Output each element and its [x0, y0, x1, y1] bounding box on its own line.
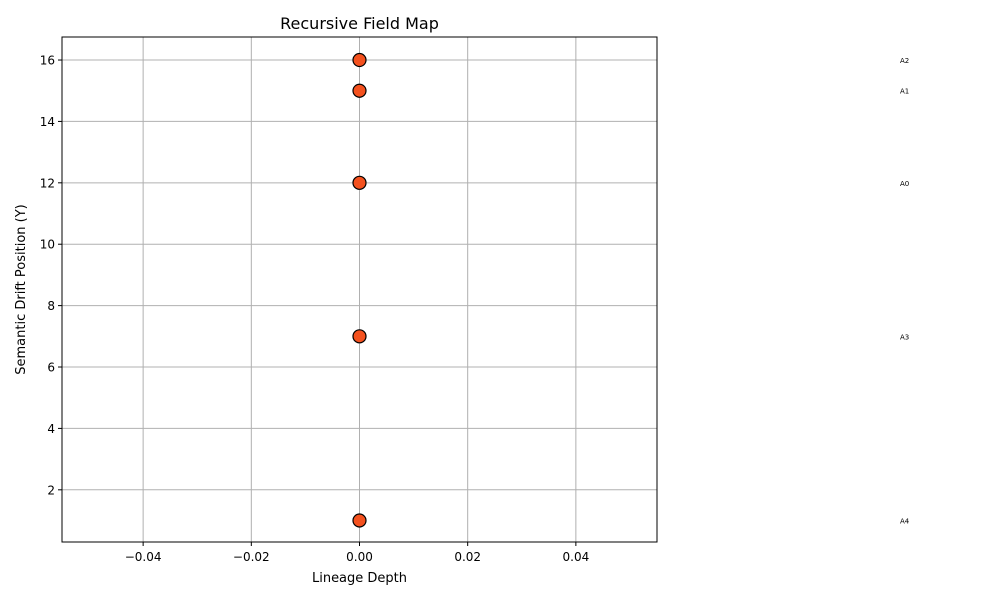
y-tick-label: 10	[40, 238, 55, 252]
data-point	[352, 83, 367, 98]
data-point	[352, 52, 367, 68]
y-axis-label: Semantic Drift Position (Y)	[14, 204, 29, 375]
y-tick-label: 14	[40, 115, 55, 129]
data-point	[352, 175, 367, 190]
x-axis-label: Lineage Depth	[312, 571, 407, 586]
data-points	[352, 52, 367, 528]
x-tick-label: −0.02	[233, 550, 270, 564]
x-tick-label: 0.00	[346, 550, 373, 564]
y-tick-label: 16	[40, 54, 55, 68]
grid-lines	[62, 37, 657, 542]
y-tick-label: 6	[47, 361, 55, 375]
point-annotations: A0 A1 A2 A3 A4	[900, 57, 910, 525]
x-tick-label: −0.04	[125, 550, 162, 564]
data-point	[352, 513, 367, 528]
x-tick-label: 0.02	[454, 550, 481, 564]
point-label: A1	[900, 88, 909, 96]
data-point	[352, 329, 367, 344]
y-tick-label: 2	[47, 483, 55, 497]
x-axis-ticks: −0.04 −0.02 0.00 0.02 0.04	[125, 542, 589, 564]
point-label: A4	[900, 518, 910, 526]
point-label: A3	[900, 333, 909, 341]
y-tick-label: 8	[47, 299, 55, 313]
point-label: A0	[900, 180, 909, 188]
y-axis-ticks: 2 4 6 8 10 12 14 16	[40, 54, 62, 497]
x-tick-label: 0.04	[563, 550, 590, 564]
chart-title: Recursive Field Map	[280, 14, 439, 33]
point-label: A2	[900, 57, 909, 65]
y-tick-label: 4	[47, 422, 55, 436]
y-tick-label: 12	[40, 176, 55, 190]
